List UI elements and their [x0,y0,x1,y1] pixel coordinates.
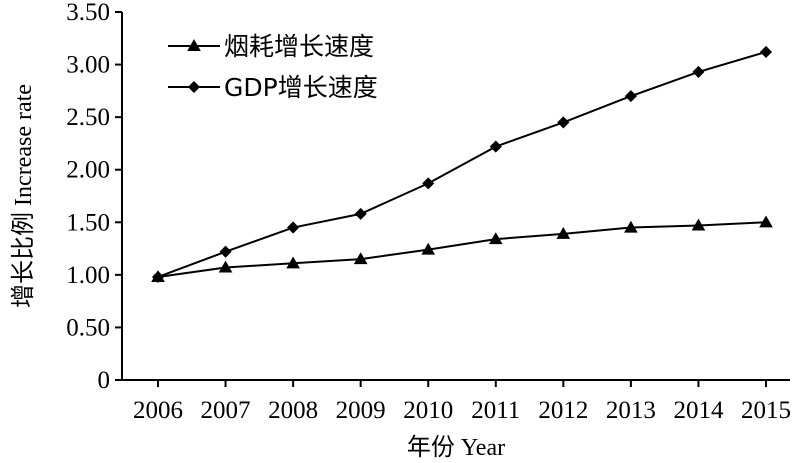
x-tick-label: 2012 [538,397,588,424]
y-tick-label: 0 [98,367,111,394]
diamond-marker [151,270,165,284]
y-tick-label: 3.50 [66,0,110,26]
triangle-marker [624,220,638,233]
legend: 烟耗增长速度 GDP增长速度 [168,32,378,102]
triangle-marker [759,215,773,228]
series-1 [151,215,773,283]
y-axis-title: 增长比例 Increase rate [10,84,37,308]
x-tick-label: 2009 [336,397,386,424]
x-tick-label: 2011 [471,397,520,424]
diamond-marker [759,45,773,59]
diamond-marker [557,116,570,129]
diamond-marker [489,140,502,153]
triangle-marker [556,227,571,239]
diamond-marker [354,207,367,220]
y-tick-label: 0.50 [66,314,110,341]
triangle-marker [187,39,201,52]
series-line [157,50,767,278]
series-line [157,221,767,278]
x-tick-label: 2007 [201,397,251,424]
x-tick-label: 2010 [403,397,453,424]
legend-label: GDP增长速度 [224,73,378,102]
diamond-marker [219,245,232,258]
legend-item-1: 烟耗增长速度 [168,32,374,61]
x-tick-label: 2014 [673,397,724,424]
y-tick-label: 1.00 [66,262,110,289]
y-tick-label: 2.00 [66,157,110,184]
legend-item-2: GDP增长速度 [168,73,378,102]
x-tick-label: 2008 [268,397,318,424]
triangle-marker [421,242,436,255]
x-axis-title: 年份 Year [407,434,505,461]
x-ticks: 2006 2007 2008 2009 2010 2011 2012 2013 2014 2015 [133,380,791,424]
diamond-marker [624,90,637,103]
x-tick-label: 2006 [133,397,183,424]
triangle-marker [691,218,706,231]
series-layer [151,45,773,284]
triangle-marker [353,252,368,265]
legend-label: 烟耗增长速度 [224,32,374,61]
triangle-marker [488,232,503,245]
diamond-marker [692,65,705,78]
y-tick-label: 1.50 [66,209,110,236]
series-2 [151,45,773,284]
diamond-marker [422,177,435,190]
axes [121,12,790,381]
triangle-marker [286,256,300,269]
x-tick-label: 2015 [741,397,791,424]
y-tick-label: 3.00 [66,52,110,79]
diamond-marker [287,221,300,234]
y-tick-label: 2.50 [66,104,110,131]
triangle-marker [218,260,233,273]
x-tick-label: 2013 [606,397,656,424]
y-ticks: 0 0.50 1.00 1.50 2.00 2.50 3.00 3.50 [66,0,122,394]
diamond-marker [187,80,201,94]
